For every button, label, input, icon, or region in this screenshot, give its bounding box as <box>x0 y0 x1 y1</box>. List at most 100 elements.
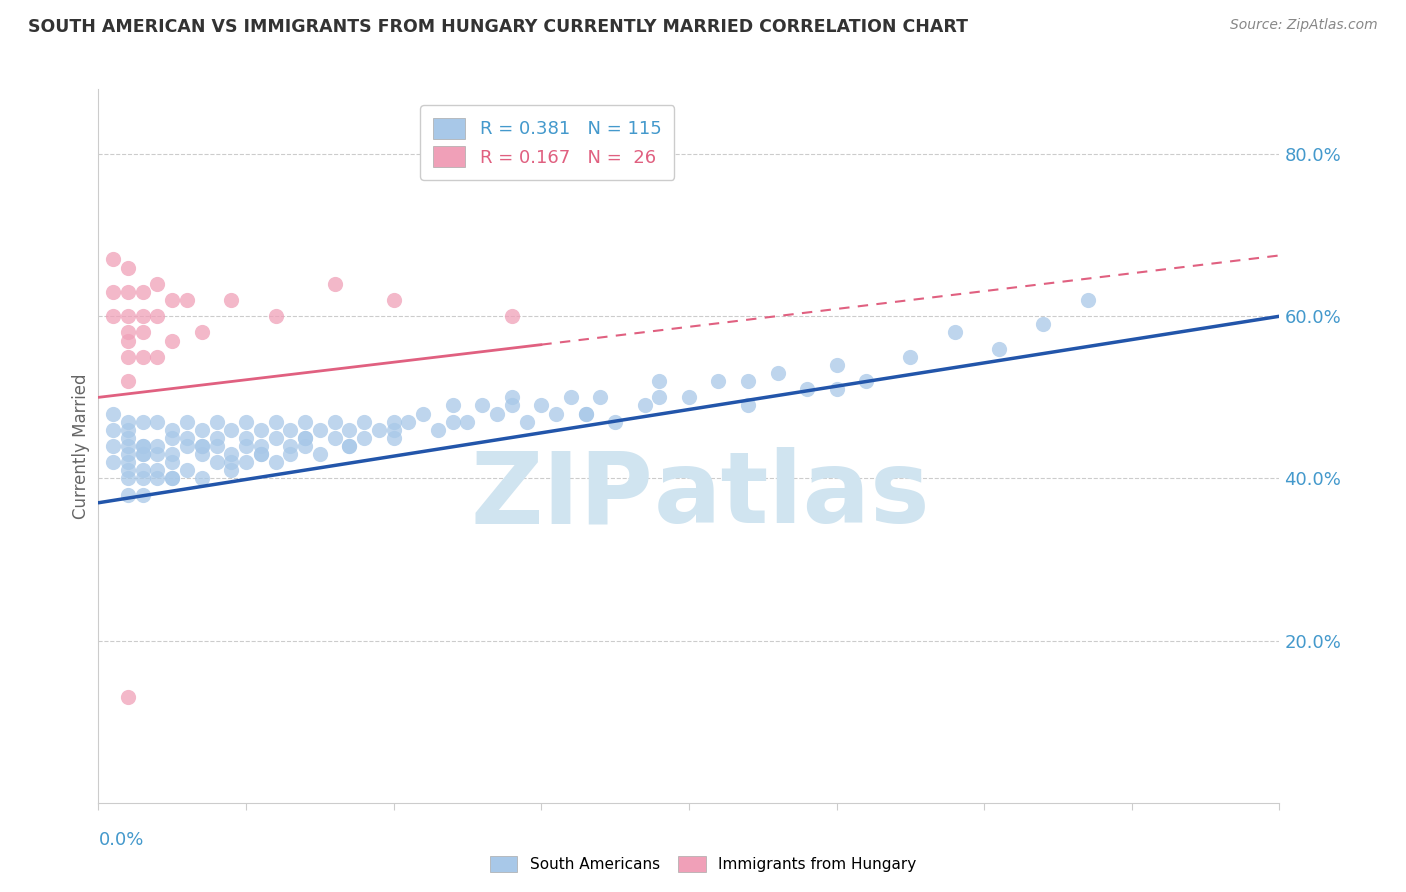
Point <box>398 415 420 429</box>
Point <box>176 431 198 445</box>
Point <box>117 326 139 340</box>
Point <box>943 326 966 340</box>
Point <box>191 439 214 453</box>
Point <box>176 463 198 477</box>
Point <box>103 285 125 299</box>
Point <box>825 382 848 396</box>
Point <box>132 439 155 453</box>
Point <box>264 431 287 445</box>
Point <box>280 423 302 437</box>
Point <box>117 374 139 388</box>
Point <box>339 439 361 453</box>
Point <box>235 439 257 453</box>
Point <box>146 415 169 429</box>
Point <box>294 439 316 453</box>
Point <box>117 431 139 445</box>
Point <box>162 293 183 307</box>
Point <box>205 431 228 445</box>
Point <box>605 415 627 429</box>
Point <box>250 447 273 461</box>
Point <box>117 415 139 429</box>
Point <box>117 690 139 705</box>
Point <box>117 423 139 437</box>
Point <box>103 407 125 421</box>
Point <box>441 399 464 413</box>
Point <box>427 423 450 437</box>
Point <box>103 455 125 469</box>
Point <box>117 285 139 299</box>
Point <box>235 455 257 469</box>
Point <box>132 285 155 299</box>
Legend: South Americans, Immigrants from Hungary: South Americans, Immigrants from Hungary <box>482 848 924 880</box>
Point <box>648 374 671 388</box>
Point <box>1077 293 1099 307</box>
Point <box>737 374 759 388</box>
Point <box>309 447 332 461</box>
Point <box>546 407 568 421</box>
Point <box>162 455 183 469</box>
Point <box>103 252 125 267</box>
Point <box>146 439 169 453</box>
Point <box>516 415 538 429</box>
Point <box>560 390 582 404</box>
Point <box>412 407 434 421</box>
Point <box>737 399 759 413</box>
Point <box>117 471 139 485</box>
Point <box>441 415 464 429</box>
Point <box>530 399 553 413</box>
Point <box>146 447 169 461</box>
Point <box>501 390 523 404</box>
Point <box>132 488 155 502</box>
Point <box>235 431 257 445</box>
Point <box>221 455 243 469</box>
Legend: R = 0.381   N = 115, R = 0.167   N =  26: R = 0.381 N = 115, R = 0.167 N = 26 <box>420 105 675 179</box>
Point <box>382 423 405 437</box>
Text: 0.0%: 0.0% <box>98 831 143 849</box>
Point <box>205 455 228 469</box>
Point <box>323 431 346 445</box>
Point <box>575 407 598 421</box>
Point <box>280 439 302 453</box>
Point <box>103 423 125 437</box>
Point <box>191 423 214 437</box>
Point <box>146 277 169 291</box>
Point <box>250 439 273 453</box>
Point <box>796 382 818 396</box>
Point <box>707 374 730 388</box>
Point <box>132 447 155 461</box>
Point <box>117 310 139 324</box>
Point <box>132 350 155 364</box>
Point <box>191 439 214 453</box>
Point <box>353 431 375 445</box>
Point <box>117 260 139 275</box>
Point <box>855 374 877 388</box>
Point <box>191 447 214 461</box>
Point <box>382 431 405 445</box>
Point <box>323 415 346 429</box>
Point <box>309 423 332 437</box>
Point <box>176 439 198 453</box>
Point <box>205 415 228 429</box>
Point <box>264 310 287 324</box>
Point <box>117 439 139 453</box>
Point <box>191 471 214 485</box>
Point <box>250 423 273 437</box>
Point <box>146 463 169 477</box>
Point <box>339 423 361 437</box>
Text: atlas: atlas <box>654 448 931 544</box>
Point <box>221 423 243 437</box>
Point <box>221 463 243 477</box>
Point <box>280 447 302 461</box>
Text: SOUTH AMERICAN VS IMMIGRANTS FROM HUNGARY CURRENTLY MARRIED CORRELATION CHART: SOUTH AMERICAN VS IMMIGRANTS FROM HUNGAR… <box>28 18 969 36</box>
Point <box>191 326 214 340</box>
Point <box>132 310 155 324</box>
Point <box>235 415 257 429</box>
Point <box>132 471 155 485</box>
Point <box>368 423 391 437</box>
Point <box>103 439 125 453</box>
Point <box>634 399 657 413</box>
Point <box>146 350 169 364</box>
Point <box>146 471 169 485</box>
Point <box>264 415 287 429</box>
Point <box>501 399 523 413</box>
